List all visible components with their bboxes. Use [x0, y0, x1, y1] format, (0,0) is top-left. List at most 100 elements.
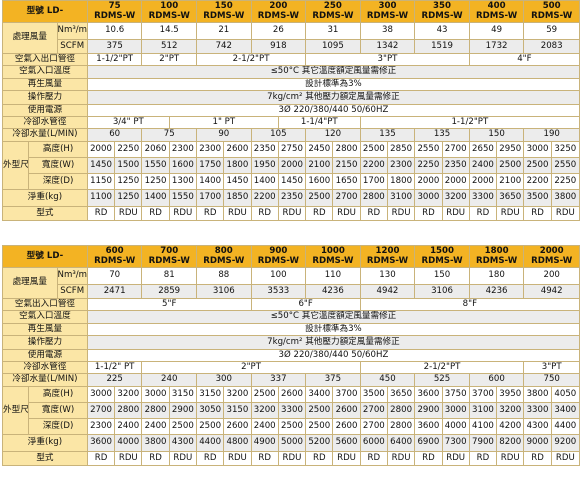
width-cell: 1550	[141, 157, 170, 174]
width-cell: 3300	[277, 402, 307, 419]
depth-cell: 4000	[441, 418, 470, 435]
model-header: 500 RDMS-W	[523, 0, 580, 23]
width-cell: 3200	[496, 402, 525, 419]
width-cell: 2900	[414, 402, 443, 419]
weight-cell: 1100	[86, 189, 116, 207]
scfm-cell: 2471	[86, 284, 143, 299]
water-flow-cell: 525	[414, 373, 470, 387]
width-label: 寬度(W)	[28, 157, 88, 174]
scfm-cell: 1095	[305, 39, 361, 54]
type-row: 型式 RD RDU RD RDU RD RDU RD RDU RD RDU RD RDU RD RDU RD…	[2, 451, 581, 466]
depth-cell: 1450	[277, 173, 307, 190]
weight-label: 淨重(kg)	[2, 434, 88, 452]
nm3-cell: 10.6	[86, 22, 143, 40]
scfm-cell: 3106	[196, 284, 252, 299]
scfm-cell: 512	[141, 39, 197, 54]
weight-row: 淨重(kg) 1100 1250 1400 1550 1700 1850 2200 2350 2…	[2, 189, 581, 207]
width-cell: 2550	[550, 157, 581, 174]
weight-cell: 6400	[386, 434, 416, 452]
type-cell: RD	[523, 206, 552, 221]
type-cell: RD	[141, 451, 170, 466]
type-cell: RD	[141, 206, 170, 221]
dims-label: 外型尺寸(mm)	[1, 141, 30, 190]
power-label: 使用電源	[2, 349, 88, 362]
weight-cell: 4900	[250, 434, 279, 452]
nm3-cell: 150	[414, 267, 470, 285]
header-row: 型號 LD- 75 RDMS-W 100 RDMS-W 150 RDMS-W 200 R…	[2, 0, 580, 23]
type-cell: RDU	[386, 451, 416, 466]
model-title: 型號 LD-	[2, 0, 88, 23]
width-cell: 1450	[86, 157, 116, 174]
depth-cell: 2500	[305, 418, 334, 435]
type-cell: RD	[86, 206, 116, 221]
weight-cell: 3650	[496, 189, 525, 207]
water-pipe-cell: 1" PT	[168, 116, 279, 129]
scfm-cell: 1732	[468, 39, 525, 54]
width-cell: 3050	[195, 402, 225, 419]
spec-table-2: 型號 LD- 600 RDMS-W 700 RDMS-W 800 RDMS-W 900…	[1, 245, 581, 466]
type-label: 型式	[2, 451, 88, 466]
scfm-cell: 742	[196, 39, 252, 54]
height-cell: 2600	[223, 141, 252, 158]
type-cell: RDU	[441, 206, 470, 221]
weight-cell: 1400	[141, 189, 170, 207]
model-header: 600 RDMS-W	[86, 245, 143, 268]
height-cell: 3200	[223, 386, 252, 403]
model-header: 1800 RDMS-W	[468, 245, 525, 268]
depth-cell: 4400	[550, 418, 581, 435]
width-cell: 1750	[195, 157, 225, 174]
height-cell: 2600	[277, 386, 307, 403]
type-cell: RDU	[114, 206, 143, 221]
water-flow-cell: 300	[196, 373, 252, 387]
regen-label: 再生風量	[2, 323, 88, 336]
height-label: 高度(H)	[28, 386, 88, 403]
height-cell: 2060	[141, 141, 170, 158]
model-header: 400 RDMS-W	[468, 0, 525, 23]
scfm-cell: 4942	[523, 284, 580, 299]
depth-cell: 2400	[114, 418, 143, 435]
model-header: 800 RDMS-W	[196, 245, 252, 268]
width-cell: 2500	[523, 157, 552, 174]
power-value: 3Ø 220/380/440 50/60HZ	[86, 104, 581, 117]
weight-cell: 2700	[332, 189, 361, 207]
water-flow-cell: 105	[250, 128, 307, 142]
water-pipe-cell: 2-1/2"PT	[359, 361, 525, 374]
height-cell: 2000	[86, 141, 116, 158]
water-flow-cell: 450	[359, 373, 416, 387]
water-pipe-cell: 3/4" PT	[86, 116, 170, 129]
water-flow-cell: 190	[523, 128, 580, 142]
depth-cell: 4200	[496, 418, 525, 435]
nm3-cell: 70	[86, 267, 143, 285]
nm3-cell: 26	[250, 22, 307, 40]
weight-row: 淨重(kg) 3600 4000 3800 4300 4400 4800 4900 5000 5…	[2, 434, 581, 452]
height-cell: 3200	[114, 386, 143, 403]
type-cell: RDU	[277, 451, 307, 466]
water-flow-cell: 337	[250, 373, 307, 387]
pressure-value: 7kg/cm² 其他壓力額定風量需修正	[86, 335, 581, 350]
weight-cell: 3600	[86, 434, 116, 452]
pressure-label: 操作壓力	[2, 90, 88, 105]
weight-cell: 6000	[359, 434, 388, 452]
water-pipe-cell: 3"PT	[523, 361, 580, 374]
header-row: 型號 LD- 600 RDMS-W 700 RDMS-W 800 RDMS-W 900…	[2, 245, 580, 268]
airflow-label: 處理風量	[2, 22, 58, 54]
depth-cell: 4300	[523, 418, 552, 435]
weight-cell: 9000	[523, 434, 552, 452]
water-flow-cell: 600	[468, 373, 525, 387]
width-row: 寬度(W) 2700 2800 2800 2900 3050 3150 3200 3300 25…	[3, 402, 581, 419]
nm3-cell: 110	[305, 267, 361, 285]
inlet-temp-row: 空氣入口溫度 ≤50°C 其它溫度額定風量需修正	[2, 65, 581, 79]
width-cell: 1600	[168, 157, 198, 174]
width-cell: 2200	[359, 157, 388, 174]
weight-cell: 1550	[168, 189, 198, 207]
width-cell: 3150	[223, 402, 252, 419]
inlet-temp-value: ≤50°C 其它溫度額定風量需修正	[86, 65, 581, 79]
air-pipe-cell: 2"PT	[141, 53, 197, 66]
model-title: 型號 LD-	[2, 245, 88, 268]
water-flow-cell: 240	[141, 373, 197, 387]
height-cell: 3700	[332, 386, 361, 403]
scfm-cell: 4236	[468, 284, 525, 299]
model-header: 700 RDMS-W	[141, 245, 197, 268]
nm3-cell: 21	[196, 22, 252, 40]
power-row: 使用電源 3Ø 220/380/440 50/60HZ	[2, 349, 581, 362]
